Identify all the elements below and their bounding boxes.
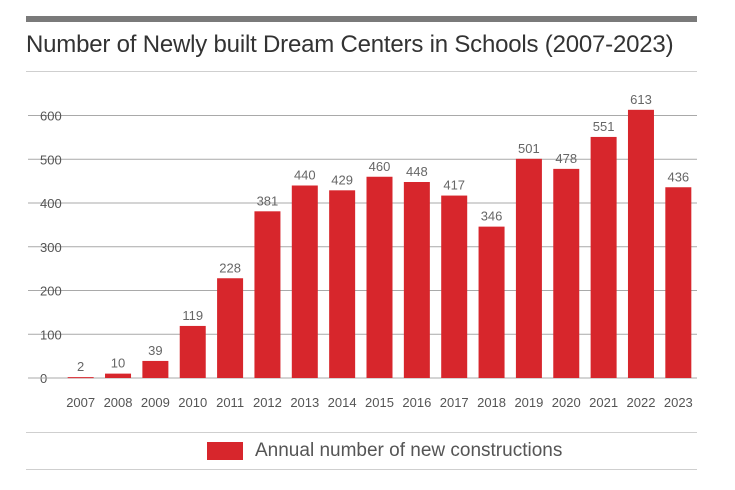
x-tick-label-2015: 2015 bbox=[365, 395, 394, 410]
x-tick-label-2011: 2011 bbox=[216, 395, 244, 410]
y-tick-label: 300 bbox=[40, 240, 62, 255]
legend-bottom-divider bbox=[26, 469, 697, 470]
chart-title: Number of Newly built Dream Centers in S… bbox=[26, 31, 674, 58]
bar-2013 bbox=[291, 185, 318, 378]
data-label-2021: 551 bbox=[593, 119, 615, 134]
bar-2008 bbox=[105, 373, 132, 378]
bar-2012 bbox=[254, 211, 281, 378]
x-tick-label-2012: 2012 bbox=[253, 395, 282, 410]
bar-2021 bbox=[590, 136, 617, 378]
y-tick-label: 400 bbox=[40, 196, 62, 211]
bar-2018 bbox=[478, 226, 505, 378]
data-label-2015: 460 bbox=[369, 159, 391, 174]
x-tick-label-2020: 2020 bbox=[552, 395, 581, 410]
x-tick-label-2016: 2016 bbox=[402, 395, 431, 410]
legend-top-divider bbox=[26, 432, 697, 433]
legend: Annual number of new constructions bbox=[207, 437, 562, 465]
x-tick-label-2009: 2009 bbox=[141, 395, 170, 410]
data-label-2018: 346 bbox=[481, 209, 503, 224]
data-label-2011: 228 bbox=[219, 260, 241, 275]
bar-2007 bbox=[67, 377, 94, 379]
data-label-2013: 440 bbox=[294, 168, 316, 183]
data-label-2022: 613 bbox=[630, 92, 652, 107]
x-tick-label-2023: 2023 bbox=[664, 395, 693, 410]
data-label-2012: 381 bbox=[257, 193, 279, 208]
legend-swatch bbox=[207, 442, 243, 460]
x-tick-label-2014: 2014 bbox=[328, 395, 357, 410]
x-tick-label-2013: 2013 bbox=[290, 395, 319, 410]
bar-2016 bbox=[403, 182, 430, 378]
bar-2019 bbox=[515, 158, 542, 378]
x-tick-label-2010: 2010 bbox=[178, 395, 207, 410]
title-divider bbox=[26, 71, 697, 72]
y-tick-label: 500 bbox=[40, 152, 62, 167]
y-tick-label: 100 bbox=[40, 327, 62, 342]
bar-2020 bbox=[553, 168, 580, 378]
x-tick-label-2008: 2008 bbox=[104, 395, 133, 410]
data-label-2020: 478 bbox=[555, 151, 577, 166]
data-label-2008: 10 bbox=[111, 356, 125, 371]
y-tick-label: 600 bbox=[40, 109, 62, 124]
legend-label: Annual number of new constructions bbox=[255, 440, 563, 461]
bar-2009 bbox=[142, 360, 169, 378]
bar-2014 bbox=[329, 190, 356, 378]
data-label-2016: 448 bbox=[406, 164, 428, 179]
bar-2010 bbox=[179, 325, 206, 378]
data-label-2017: 417 bbox=[443, 178, 465, 193]
x-tick-label-2007: 2007 bbox=[66, 395, 95, 410]
x-tick-label-2022: 2022 bbox=[627, 395, 656, 410]
data-label-2014: 429 bbox=[331, 172, 353, 187]
data-label-2023: 436 bbox=[667, 169, 689, 184]
bar-2015 bbox=[366, 176, 393, 378]
x-tick-label-2019: 2019 bbox=[514, 395, 543, 410]
x-tick-label-2018: 2018 bbox=[477, 395, 506, 410]
data-label-2009: 39 bbox=[148, 343, 162, 358]
title-top-bar bbox=[26, 16, 697, 22]
bar-2011 bbox=[217, 278, 244, 378]
x-tick-label-2021: 2021 bbox=[589, 395, 618, 410]
y-tick-label: 200 bbox=[40, 284, 62, 299]
bar-2017 bbox=[441, 195, 468, 378]
x-tick-label-2017: 2017 bbox=[440, 395, 469, 410]
data-label-2010: 119 bbox=[182, 308, 203, 323]
bar-2023 bbox=[665, 187, 692, 378]
data-label-2007: 2 bbox=[77, 359, 84, 374]
data-label-2019: 501 bbox=[518, 141, 540, 156]
bar-2022 bbox=[627, 109, 654, 378]
